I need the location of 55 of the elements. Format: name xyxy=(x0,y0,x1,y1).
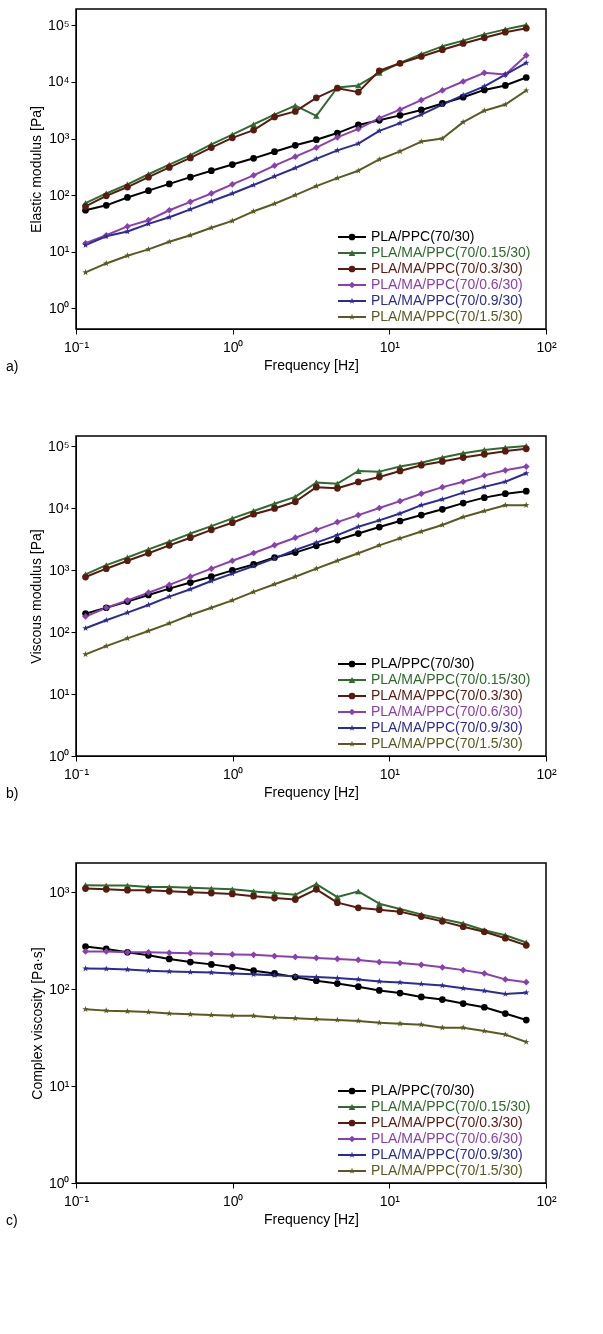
legend-label: PLA/MA/PPC(70/0.9/30) xyxy=(371,1146,523,1162)
x-tick-label: 10¹ xyxy=(379,765,401,782)
y-tick-label: 10² xyxy=(49,186,70,203)
y-tick-label: 10² xyxy=(49,623,70,640)
x-tick-label: 10¹ xyxy=(379,338,401,355)
x-axis-title: Frequency [Hz] xyxy=(264,783,359,800)
legend-label: PLA/MA/PPC(70/0.9/30) xyxy=(371,292,523,308)
y-tick-label: 10³ xyxy=(49,130,70,147)
text: b) xyxy=(6,785,19,801)
y-tick-label: 10⁰ xyxy=(48,299,70,316)
legend-label: PLA/PPC(70/30) xyxy=(371,1082,475,1098)
x-axis-title: Frequency [Hz] xyxy=(264,356,359,373)
y-axis-title: Elastic modulus [Pa] xyxy=(27,106,44,233)
x-tick-label: 10⁰ xyxy=(222,338,244,355)
legend-label: PLA/MA/PPC(70/0.15/30) xyxy=(371,1098,531,1114)
x-tick-label: 10² xyxy=(536,338,557,355)
x-tick-label: 10² xyxy=(536,765,557,782)
legend-label: PLA/MA/PPC(70/0.9/30) xyxy=(371,719,523,735)
y-tick-label: 10¹ xyxy=(49,685,70,702)
legend-label: PLA/MA/PPC(70/0.3/30) xyxy=(371,260,523,276)
legend-label: PLA/MA/PPC(70/0.6/30) xyxy=(371,276,523,292)
y-tick-label: 10² xyxy=(49,980,70,997)
legend-label: PLA/PPC(70/30) xyxy=(371,655,475,671)
x-tick-label: 10⁰ xyxy=(222,1192,244,1209)
legend-label: PLA/MA/PPC(70/1.5/30) xyxy=(371,308,523,324)
y-tick-label: 10⁰ xyxy=(48,747,70,764)
x-tick-label: 10⁻¹ xyxy=(63,338,90,355)
legend-label: PLA/MA/PPC(70/0.3/30) xyxy=(371,1114,523,1130)
legend-label: PLA/MA/PPC(70/0.3/30) xyxy=(371,687,523,703)
legend-label: PLA/MA/PPC(70/0.15/30) xyxy=(371,671,531,687)
x-tick-label: 10⁰ xyxy=(222,765,244,782)
y-tick-label: 10³ xyxy=(49,883,70,900)
y-tick-label: 10¹ xyxy=(49,243,70,260)
y-axis-title: Viscous modulus [Pa] xyxy=(27,529,44,664)
legend-label: PLA/PPC(70/30) xyxy=(371,228,475,244)
y-tick-label: 10⁴ xyxy=(47,73,70,90)
x-axis-title: Frequency [Hz] xyxy=(264,1210,359,1227)
legend-label: PLA/MA/PPC(70/1.5/30) xyxy=(371,735,523,751)
legend-label: PLA/MA/PPC(70/0.15/30) xyxy=(371,244,531,260)
x-tick-label: 10² xyxy=(536,1192,557,1209)
y-tick-label: 10⁰ xyxy=(48,1174,70,1191)
text: c) xyxy=(6,1212,18,1228)
y-tick-label: 10³ xyxy=(49,561,70,578)
y-tick-label: 10⁵ xyxy=(48,16,70,33)
y-tick-label: 10¹ xyxy=(49,1077,70,1094)
y-tick-label: 10⁵ xyxy=(48,437,70,454)
legend-label: PLA/MA/PPC(70/0.6/30) xyxy=(371,1130,523,1146)
legend-label: PLA/MA/PPC(70/1.5/30) xyxy=(371,1162,523,1178)
text: a) xyxy=(6,358,19,374)
legend-label: PLA/MA/PPC(70/0.6/30) xyxy=(371,703,523,719)
x-tick-label: 10⁻¹ xyxy=(63,1192,90,1209)
x-tick-label: 10⁻¹ xyxy=(63,765,90,782)
y-axis-title: Complex viscosity [Pa·s] xyxy=(28,947,45,1100)
x-tick-label: 10¹ xyxy=(379,1192,401,1209)
y-tick-label: 10⁴ xyxy=(47,499,70,516)
